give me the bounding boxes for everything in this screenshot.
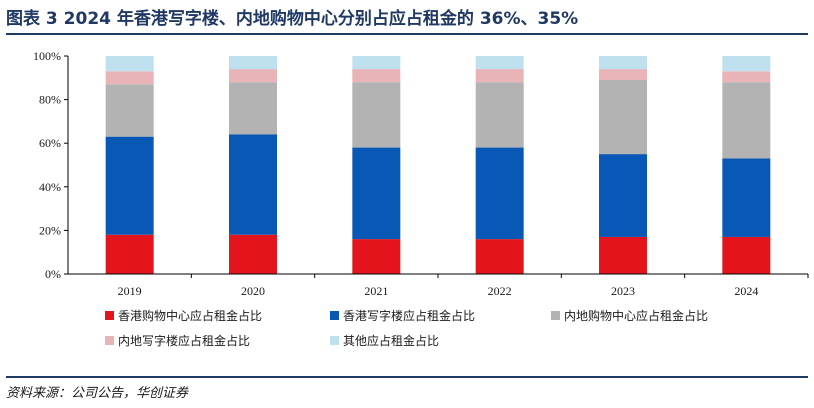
- x-tick-label-2019: 2019: [118, 284, 142, 298]
- y-tick-label-60%: 60%: [39, 136, 61, 150]
- chart-marks: [105, 56, 771, 274]
- bar-segment-2021-s1: [352, 239, 401, 274]
- bar-segment-2022-s2: [475, 147, 524, 240]
- legend-swatch-4: [105, 336, 114, 345]
- figure-title: 图表 3 2024 年香港写字楼、内地购物中心分别占应占租金的 36%、35%: [6, 9, 579, 29]
- bar-segment-2020-s1: [229, 234, 277, 274]
- legend-swatch-1: [105, 311, 114, 320]
- bar-segment-2022-s5: [475, 56, 524, 70]
- bar-segment-2024-s3: [722, 82, 771, 159]
- legend-swatch-2: [330, 311, 339, 320]
- bar-segment-2022-s4: [475, 69, 524, 83]
- legend-swatch-3: [551, 311, 560, 320]
- bar-segment-2019-s5: [105, 56, 154, 72]
- bar-segment-2021-s2: [352, 147, 401, 240]
- bar-segment-2024-s5: [722, 56, 771, 72]
- legend-swatch-5: [330, 336, 339, 345]
- bar-segment-2023-s4: [599, 69, 647, 80]
- x-tick-label-2021: 2021: [364, 284, 388, 298]
- x-tick-label-2023: 2023: [611, 284, 635, 298]
- bar-segment-2019-s4: [105, 71, 154, 85]
- bar-segment-2019-s1: [105, 234, 154, 274]
- bar-segment-2023-s5: [599, 56, 647, 70]
- bar-segment-2023-s1: [599, 236, 647, 274]
- legend-label-3: 内地购物中心应占租金占比: [564, 308, 708, 323]
- bar-segment-2019-s3: [105, 84, 154, 137]
- y-tick-label-20%: 20%: [39, 223, 61, 237]
- x-tick-label-2022: 2022: [488, 284, 512, 298]
- legend-label-2: 香港写字楼应占租金占比: [343, 308, 475, 323]
- legend-label-4: 内地写字楼应占租金占比: [118, 333, 250, 348]
- bar-segment-2020-s2: [229, 134, 277, 235]
- title-rule: [6, 33, 808, 35]
- y-tick-label-80%: 80%: [39, 93, 61, 107]
- y-tick-label-40%: 40%: [39, 180, 61, 194]
- bar-segment-2020-s3: [229, 82, 277, 135]
- chart-legend: 香港购物中心应占租金占比 香港写字楼应占租金占比 内地购物中心应占租金占比内地写字楼…: [105, 308, 708, 348]
- bar-segment-2022-s3: [475, 82, 524, 148]
- chart-axes: 2019 2020 2021 2022 2023 2024 0% 20% 40% 60% 80% 10…: [33, 49, 809, 298]
- bar-segment-2024-s2: [722, 158, 771, 237]
- bar-segment-2024-s1: [722, 236, 771, 274]
- bar-segment-2022-s1: [475, 239, 524, 274]
- bar-segment-2021-s5: [352, 56, 401, 70]
- footer-rule: [6, 376, 808, 378]
- bar-segment-2020-s4: [229, 69, 277, 83]
- legend-label-1: 香港购物中心应占租金占比: [118, 308, 262, 323]
- bar-segment-2023-s2: [599, 154, 647, 237]
- x-tick-label-2024: 2024: [734, 284, 758, 298]
- bar-segment-2021-s4: [352, 69, 401, 83]
- bar-segment-2020-s5: [229, 56, 277, 70]
- x-tick-label-2020: 2020: [241, 284, 265, 298]
- source-note: 资料来源：公司公告，华创证券: [6, 386, 189, 401]
- y-tick-label-0%: 0%: [45, 267, 61, 281]
- bar-segment-2021-s3: [352, 82, 401, 148]
- y-tick-label-100%: 100%: [33, 49, 61, 63]
- legend-label-5: 其他应占租金占比: [343, 333, 439, 348]
- bar-segment-2023-s3: [599, 79, 647, 155]
- bar-segment-2019-s2: [105, 136, 154, 235]
- bar-segment-2024-s4: [722, 71, 771, 83]
